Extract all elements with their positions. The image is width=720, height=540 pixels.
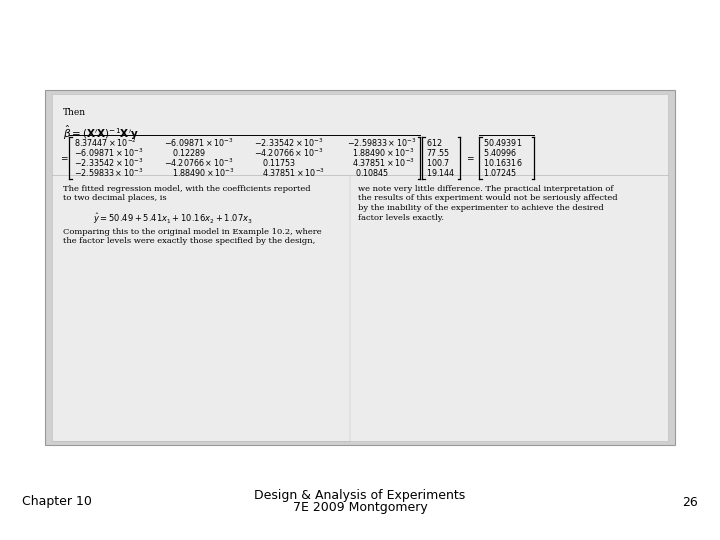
Text: by the inability of the experimenter to achieve the desired: by the inability of the experimenter to …: [358, 204, 604, 212]
Text: factor levels exactly.: factor levels exactly.: [358, 213, 444, 221]
Text: to two decimal places, is: to two decimal places, is: [63, 194, 166, 202]
Text: $0.11753$: $0.11753$: [262, 158, 297, 168]
Text: $-2.59833 \times 10^{-3}$: $-2.59833 \times 10^{-3}$: [347, 137, 416, 149]
Text: 7E 2009 Montgomery: 7E 2009 Montgomery: [292, 502, 428, 515]
Text: $\hat{\beta} = (\mathbf{X}'\mathbf{X})^{-1}\mathbf{X}'\mathbf{y}$: $\hat{\beta} = (\mathbf{X}'\mathbf{X})^{…: [63, 124, 139, 143]
Text: $-4.20766 \times 10^{-3}$: $-4.20766 \times 10^{-3}$: [254, 147, 323, 159]
Text: $5.40996$: $5.40996$: [483, 147, 518, 159]
Text: the factor levels were exactly those specified by the design,: the factor levels were exactly those spe…: [63, 237, 315, 245]
Text: $1.07245$: $1.07245$: [483, 167, 518, 179]
Text: $77.55$: $77.55$: [426, 147, 450, 159]
Text: $-6.09871 \times 10^{-3}$: $-6.09871 \times 10^{-3}$: [164, 137, 234, 149]
Text: $-6.09871 \times 10^{-3}$: $-6.09871 \times 10^{-3}$: [74, 147, 144, 159]
Text: The fitted regression model, with the coefficients reported: The fitted regression model, with the co…: [63, 185, 310, 193]
Text: $1.88490 \times 10^{-3}$: $1.88490 \times 10^{-3}$: [352, 147, 415, 159]
Text: $0.10845$: $0.10845$: [355, 167, 390, 179]
Text: $-2.33542 \times 10^{-3}$: $-2.33542 \times 10^{-3}$: [74, 157, 144, 169]
Text: $4.37851 \times 10^{-3}$: $4.37851 \times 10^{-3}$: [262, 167, 325, 179]
Text: $10.16316$: $10.16316$: [483, 158, 523, 168]
Text: $=$: $=$: [465, 153, 475, 163]
Text: $1.88490 \times 10^{-3}$: $1.88490 \times 10^{-3}$: [172, 167, 235, 179]
Text: $50.49391$: $50.49391$: [483, 138, 523, 148]
Text: $19.144$: $19.144$: [426, 167, 456, 179]
Text: $-2.59833 \times 10^{-3}$: $-2.59833 \times 10^{-3}$: [74, 167, 143, 179]
Text: $0.12289$: $0.12289$: [172, 147, 207, 159]
Text: $612$: $612$: [426, 138, 443, 148]
Text: $-2.33542 \times 10^{-3}$: $-2.33542 \times 10^{-3}$: [254, 137, 324, 149]
Text: $=$: $=$: [59, 153, 69, 163]
Bar: [52, 94, 668, 441]
Text: Then: Then: [63, 108, 86, 117]
Text: $\hat{y} = 50.49 + 5.41x_1 + 10.16x_2 + 1.07x_3$: $\hat{y} = 50.49 + 5.41x_1 + 10.16x_2 + …: [93, 212, 253, 226]
Text: $8.37447 \times 10^{-2}$: $8.37447 \times 10^{-2}$: [74, 137, 137, 149]
Text: we note very little difference. The practical interpretation of: we note very little difference. The prac…: [358, 185, 613, 193]
Text: Comparing this to the original model in Example 10.2, where: Comparing this to the original model in …: [63, 228, 322, 236]
Text: the results of this experiment would not be seriously affected: the results of this experiment would not…: [358, 194, 618, 202]
Text: $4.37851 \times 10^{-3}$: $4.37851 \times 10^{-3}$: [352, 157, 415, 169]
Bar: [45, 90, 675, 445]
Text: 26: 26: [683, 496, 698, 509]
Text: Chapter 10: Chapter 10: [22, 496, 92, 509]
Text: $-4.20766 \times 10^{-3}$: $-4.20766 \times 10^{-3}$: [164, 157, 233, 169]
Text: Design & Analysis of Experiments: Design & Analysis of Experiments: [254, 489, 466, 503]
Text: $100.7$: $100.7$: [426, 158, 449, 168]
